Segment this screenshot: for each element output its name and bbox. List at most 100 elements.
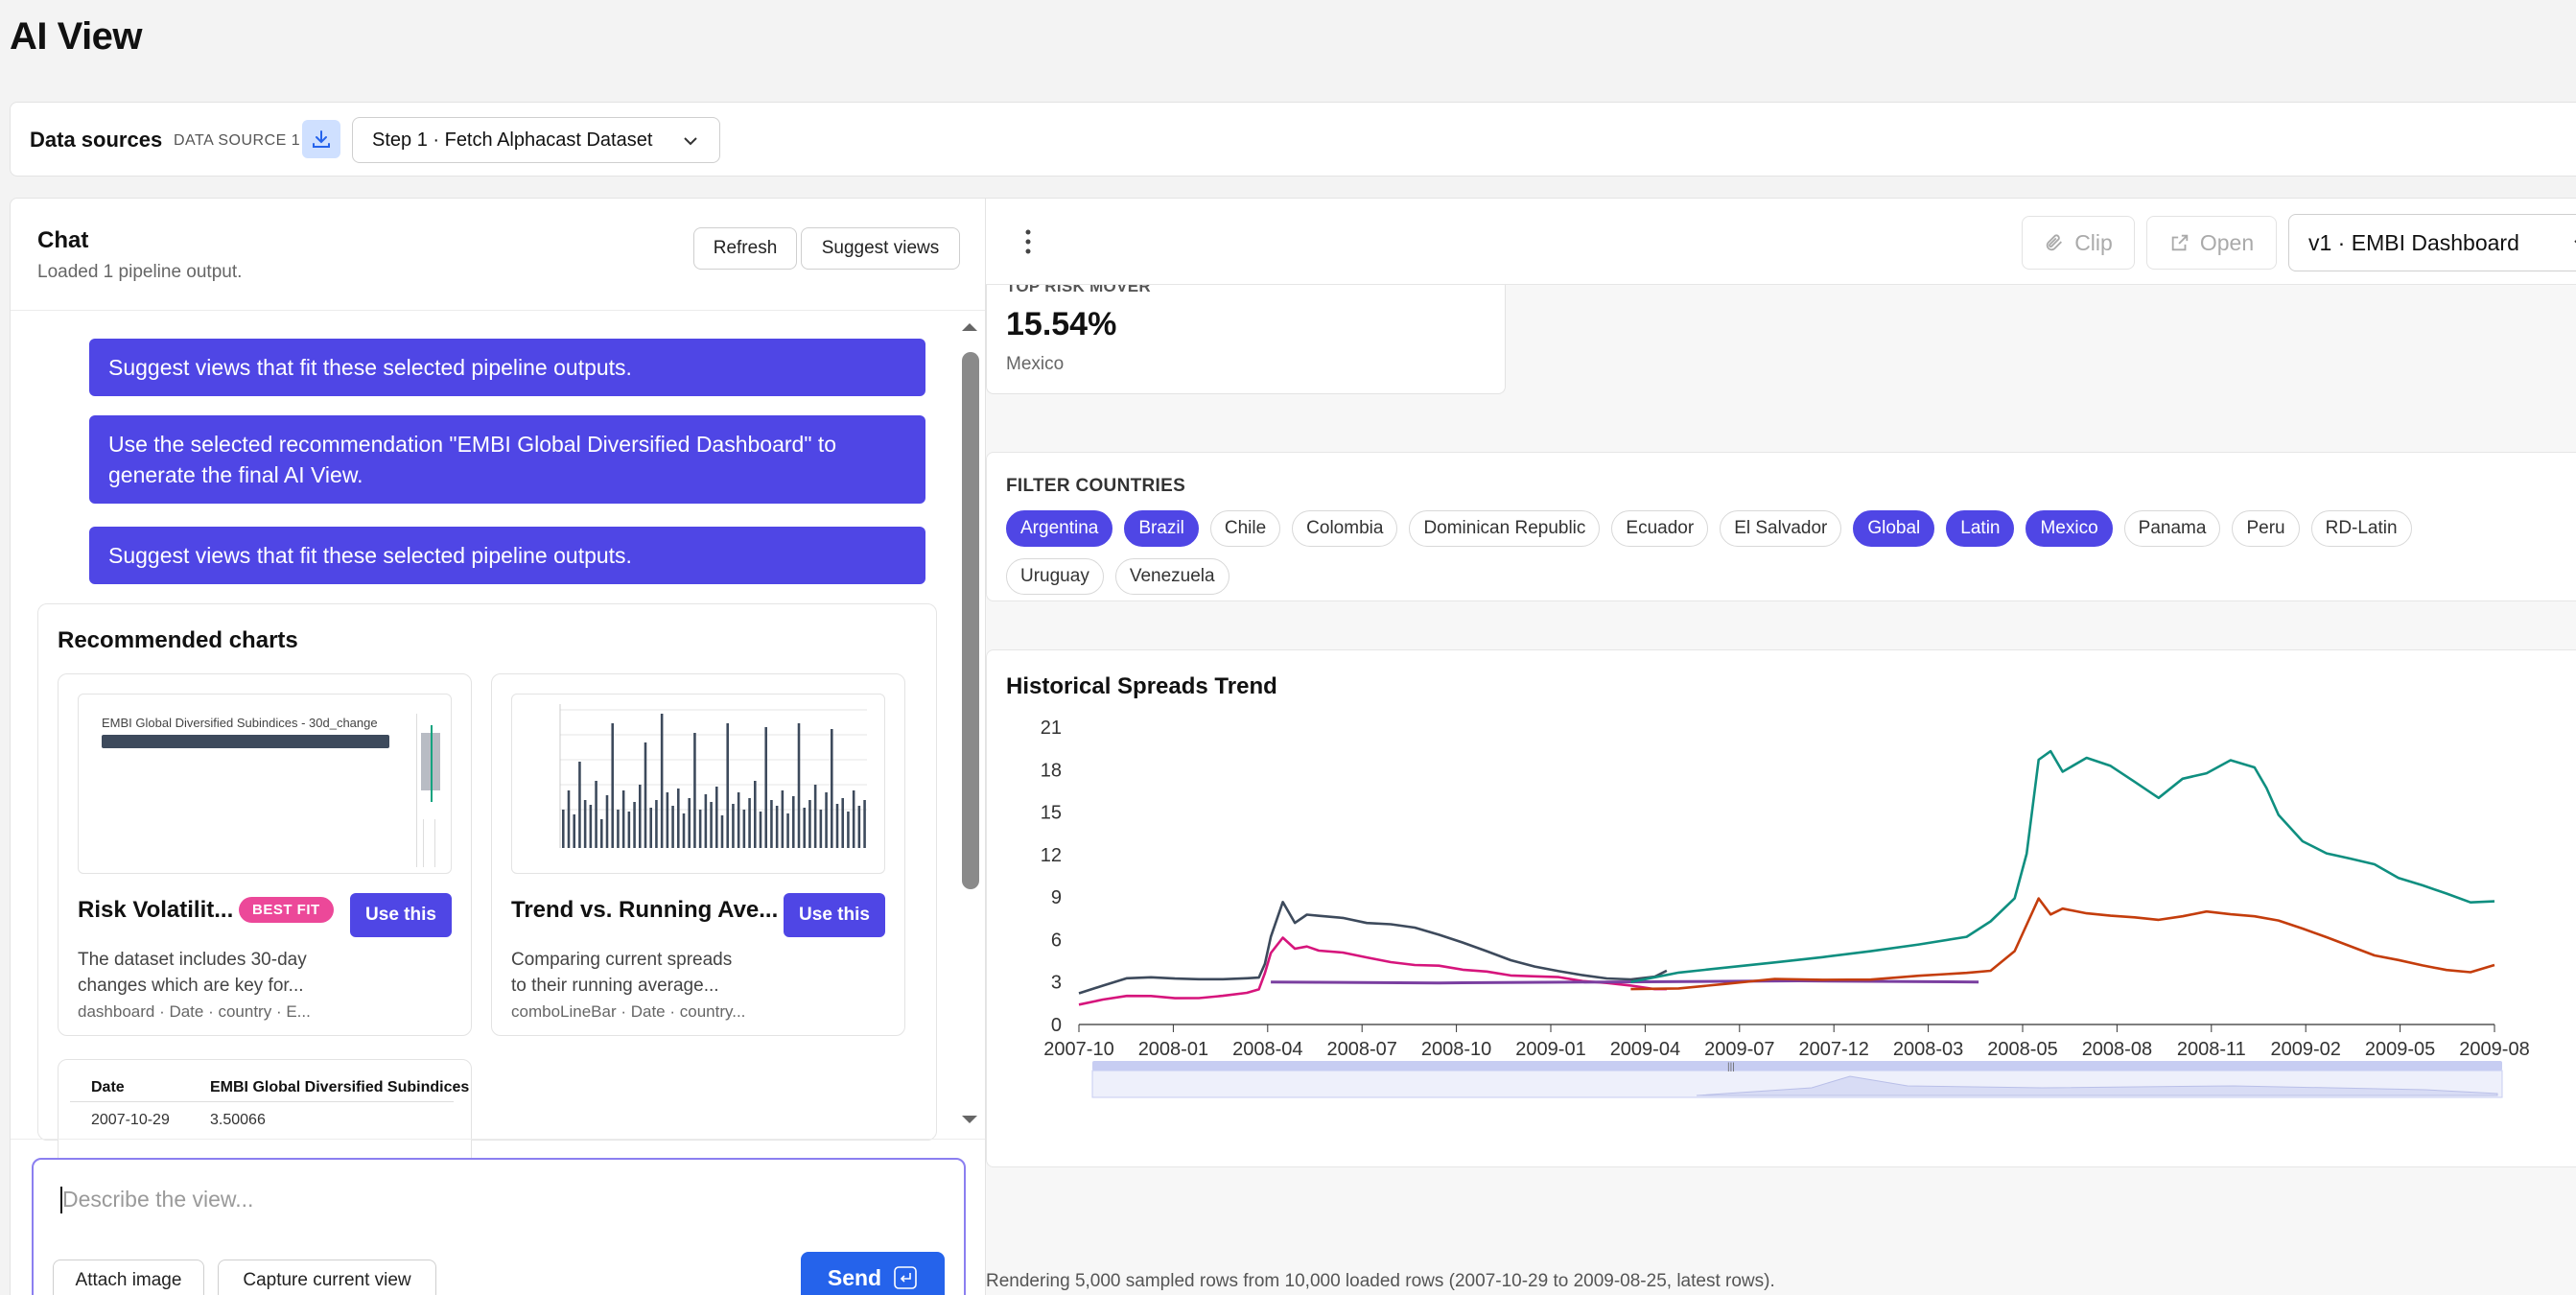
- y-tick-label: 0: [1051, 1015, 1062, 1036]
- zoom-slider-preview: [1696, 1075, 2498, 1096]
- capture-view-button[interactable]: Capture current view: [218, 1260, 436, 1295]
- thumbnail-bar: [797, 723, 801, 848]
- scroll-down-icon[interactable]: [958, 1112, 981, 1127]
- country-chip-colombia[interactable]: Colombia: [1292, 510, 1398, 547]
- view-panel: Clip Open v1 · EMBI Dashboard TOP RISK M…: [986, 198, 2576, 1295]
- download-icon: [313, 130, 330, 148]
- page-title: AI View: [10, 15, 143, 58]
- country-chip-dominican-republic[interactable]: Dominican Republic: [1409, 510, 1601, 547]
- version-select[interactable]: v1 · EMBI Dashboard: [2288, 214, 2576, 271]
- paperclip-icon: [2046, 234, 2063, 251]
- thumbnail-bar: [813, 785, 817, 848]
- scrollbar-thumb[interactable]: [962, 352, 979, 889]
- thumbnail-bar: [633, 802, 636, 848]
- x-tick-label: 2008-07: [1326, 1039, 1396, 1060]
- chart-card-risk[interactable]: EMBI Global Diversified Subindices - 30d…: [58, 673, 472, 1036]
- more-vertical-icon[interactable]: [1022, 227, 1034, 256]
- chart-card-trend[interactable]: Trend vs. Running Ave... Use this Compar…: [491, 673, 905, 1036]
- y-tick-label: 15: [1041, 803, 1062, 824]
- thumbnail-bar: [639, 785, 642, 848]
- table-header: Date: [91, 1079, 125, 1095]
- country-chip-panama[interactable]: Panama: [2123, 510, 2221, 547]
- country-chip-peru[interactable]: Peru: [2232, 510, 2300, 547]
- thumbnail-bar: [825, 792, 828, 848]
- thumbnail-bar: [770, 800, 773, 848]
- thumbnail-bar: [677, 789, 680, 848]
- country-chip-rd-latin[interactable]: RD-Latin: [2310, 510, 2412, 547]
- thumbnail-bar: [102, 735, 389, 748]
- thumbnail-bar: [847, 812, 850, 848]
- thumbnail-bar: [803, 808, 806, 848]
- chart-thumbnail: [511, 694, 885, 874]
- country-chip-latin[interactable]: Latin: [1946, 510, 2015, 547]
- spreads-line-chart[interactable]: 0 3 6 9 12 15 18 21 2007-10 2008-01 2008-04 2008-07…: [987, 708, 2576, 1168]
- thumbnail-bar: [562, 810, 565, 848]
- download-button[interactable]: [302, 120, 340, 158]
- country-chip-chile[interactable]: Chile: [1209, 510, 1281, 547]
- x-tick-label: 2008-10: [1421, 1039, 1491, 1060]
- send-button[interactable]: Send: [801, 1252, 945, 1295]
- x-tick-label: 2009-05: [2365, 1039, 2435, 1060]
- series-line-2: [1271, 979, 1979, 985]
- attach-image-button[interactable]: Attach image: [53, 1260, 204, 1295]
- country-chip-el-salvador[interactable]: El Salvador: [1720, 510, 1842, 547]
- thumbnail-bar: [857, 806, 861, 848]
- country-chip-brazil[interactable]: Brazil: [1124, 510, 1199, 547]
- thumbnail-bar: [786, 813, 789, 848]
- thumbnail-bar: [567, 790, 571, 848]
- scroll-up-icon[interactable]: [958, 319, 981, 335]
- thumbnail-bar: [655, 800, 658, 848]
- thumbnail-bar: [737, 792, 740, 848]
- step-select[interactable]: Step 1 · Fetch Alphacast Dataset: [352, 117, 720, 163]
- thumbnail-bar: [611, 723, 614, 848]
- card-meta: dashboard · Date · country · E...: [78, 1002, 311, 1021]
- thumbnail-bar: [693, 733, 696, 848]
- thumbnail-bar: [863, 800, 866, 848]
- clip-button[interactable]: Clip: [2022, 216, 2135, 270]
- country-chip-mexico[interactable]: Mexico: [2026, 510, 2113, 547]
- chat-panel: Chat Loaded 1 pipeline output. Refresh S…: [10, 198, 986, 1295]
- kpi-value: 15.54%: [1006, 306, 1117, 342]
- suggest-views-button[interactable]: Suggest views: [801, 227, 960, 270]
- data-sources-label: Data sources: [30, 128, 163, 152]
- thumbnail-bar: [583, 800, 587, 848]
- card-description: Comparing current spreads to their runni…: [511, 950, 733, 996]
- y-tick-label: 18: [1041, 760, 1062, 781]
- recommended-charts: Recommended charts EMBI Global Diversifi…: [37, 603, 937, 1174]
- table-preview-card[interactable]: Date EMBI Global Diversified Subindices …: [58, 1059, 472, 1174]
- y-tick-label: 12: [1041, 845, 1062, 866]
- divider: [11, 310, 985, 311]
- card-title: Trend vs. Running Ave...: [511, 897, 779, 923]
- thumbnail-bar: [660, 714, 664, 848]
- filter-countries: FILTER COUNTRIES Argentina Brazil Chile Col…: [986, 452, 2576, 601]
- render-footnote: Rendering 5,000 sampled rows from 10,000…: [986, 1271, 1775, 1291]
- table-header: EMBI Global Diversified Subindices: [210, 1079, 470, 1095]
- thumbnail-bar: [644, 742, 647, 848]
- card-meta: comboLineBar · Date · country...: [511, 1002, 746, 1021]
- use-this-button[interactable]: Use this: [350, 893, 452, 937]
- thumbnail-bar: [831, 729, 833, 848]
- x-tick-label: 2007-12: [1798, 1039, 1868, 1060]
- y-tick-label: 21: [1041, 718, 1062, 739]
- table-row: 2007-10-29 3.50066: [70, 1106, 454, 1135]
- refresh-button[interactable]: Refresh: [693, 227, 797, 270]
- country-chip-argentina[interactable]: Argentina: [1006, 510, 1113, 547]
- country-chip-uruguay[interactable]: Uruguay: [1006, 558, 1104, 595]
- filter-label: FILTER COUNTRIES: [1006, 476, 1186, 496]
- country-chip-global[interactable]: Global: [1853, 510, 1935, 547]
- country-chip-ecuador[interactable]: Ecuador: [1611, 510, 1709, 547]
- card-title: Risk Volatilit...: [78, 897, 234, 923]
- thumbnail-bar: [617, 810, 620, 848]
- chat-input-placeholder[interactable]: Describe the view...: [62, 1187, 254, 1212]
- series-line-3: [1630, 749, 2495, 983]
- chat-input-box[interactable]: Describe the view... Attach image Captur…: [32, 1158, 966, 1295]
- country-chip-venezuela[interactable]: Venezuela: [1114, 558, 1229, 595]
- x-tick-label: 2009-02: [2270, 1039, 2340, 1060]
- open-button[interactable]: Open: [2146, 216, 2277, 270]
- use-this-button[interactable]: Use this: [784, 893, 885, 937]
- thumbnail-bar: [715, 787, 718, 848]
- y-tick-label: 3: [1051, 973, 1062, 994]
- chat-subtitle: Loaded 1 pipeline output.: [37, 262, 243, 282]
- external-link-icon: [2171, 234, 2189, 251]
- chart-thumbnail: EMBI Global Diversified Subindices - 30d…: [78, 694, 452, 874]
